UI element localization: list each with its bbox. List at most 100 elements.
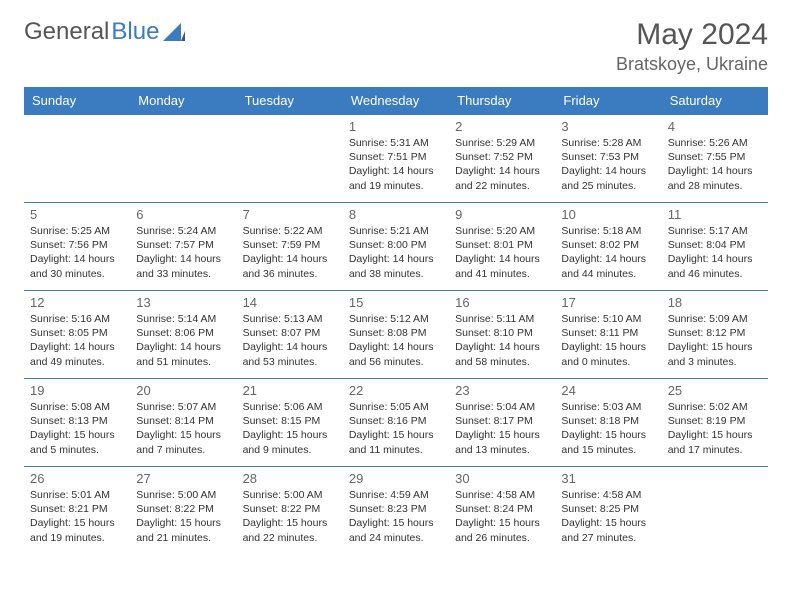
day-number: 31	[561, 471, 655, 486]
day-number: 15	[349, 295, 443, 310]
day-number: 27	[136, 471, 230, 486]
logo-text-1: General	[24, 18, 109, 46]
calendar-day-cell: 27 Sunrise: 5:00 AMSunset: 8:22 PMDayligh…	[130, 467, 236, 555]
day-number: 20	[136, 383, 230, 398]
calendar-day-cell: 25 Sunrise: 5:02 AMSunset: 8:19 PMDayligh…	[662, 379, 768, 467]
day-number: 14	[243, 295, 337, 310]
day-details: Sunrise: 4:58 AMSunset: 8:24 PMDaylight:…	[455, 488, 549, 545]
day-details: Sunrise: 5:07 AMSunset: 8:14 PMDaylight:…	[136, 400, 230, 457]
day-number: 13	[136, 295, 230, 310]
calendar-week-row: 19 Sunrise: 5:08 AMSunset: 8:13 PMDayligh…	[24, 379, 768, 467]
calendar-week-row: 1 Sunrise: 5:31 AMSunset: 7:51 PMDaylight…	[24, 115, 768, 203]
calendar-day-cell: 1 Sunrise: 5:31 AMSunset: 7:51 PMDaylight…	[343, 115, 449, 203]
calendar-day-cell: 16 Sunrise: 5:11 AMSunset: 8:10 PMDayligh…	[449, 291, 555, 379]
day-details: Sunrise: 4:58 AMSunset: 8:25 PMDaylight:…	[561, 488, 655, 545]
calendar-week-row: 12 Sunrise: 5:16 AMSunset: 8:05 PMDayligh…	[24, 291, 768, 379]
title-block: May 2024 Bratskoye, Ukraine	[616, 18, 768, 75]
calendar-week-row: 5 Sunrise: 5:25 AMSunset: 7:56 PMDaylight…	[24, 203, 768, 291]
day-number: 12	[30, 295, 124, 310]
location: Bratskoye, Ukraine	[616, 54, 768, 75]
day-details: Sunrise: 5:10 AMSunset: 8:11 PMDaylight:…	[561, 312, 655, 369]
calendar-day-cell: 28 Sunrise: 5:00 AMSunset: 8:22 PMDayligh…	[237, 467, 343, 555]
day-number: 2	[455, 119, 549, 134]
calendar-day-cell: 11 Sunrise: 5:17 AMSunset: 8:04 PMDayligh…	[662, 203, 768, 291]
day-details: Sunrise: 4:59 AMSunset: 8:23 PMDaylight:…	[349, 488, 443, 545]
calendar-day-cell: 20 Sunrise: 5:07 AMSunset: 8:14 PMDayligh…	[130, 379, 236, 467]
day-number: 24	[561, 383, 655, 398]
calendar-day-cell: 13 Sunrise: 5:14 AMSunset: 8:06 PMDayligh…	[130, 291, 236, 379]
calendar-day-cell: 23 Sunrise: 5:04 AMSunset: 8:17 PMDayligh…	[449, 379, 555, 467]
day-details: Sunrise: 5:21 AMSunset: 8:00 PMDaylight:…	[349, 224, 443, 281]
day-details: Sunrise: 5:06 AMSunset: 8:15 PMDaylight:…	[243, 400, 337, 457]
calendar-day-cell: 19 Sunrise: 5:08 AMSunset: 8:13 PMDayligh…	[24, 379, 130, 467]
day-number: 28	[243, 471, 337, 486]
calendar-day-cell: 14Sunrise: 5:13 AMSunset: 8:07 PMDayligh…	[237, 291, 343, 379]
calendar-day-cell: 30 Sunrise: 4:58 AMSunset: 8:24 PMDayligh…	[449, 467, 555, 555]
calendar-day-cell: 4 Sunrise: 5:26 AMSunset: 7:55 PMDaylight…	[662, 115, 768, 203]
day-number: 23	[455, 383, 549, 398]
day-number: 22	[349, 383, 443, 398]
day-of-week-header: Saturday	[662, 87, 768, 115]
day-number: 21	[243, 383, 337, 398]
calendar-day-cell: 17 Sunrise: 5:10 AMSunset: 8:11 PMDayligh…	[555, 291, 661, 379]
calendar-day-cell: 31 Sunrise: 4:58 AMSunset: 8:25 PMDayligh…	[555, 467, 661, 555]
day-details: Sunrise: 5:17 AMSunset: 8:04 PMDaylight:…	[668, 224, 762, 281]
calendar-day-cell: 7 Sunrise: 5:22 AMSunset: 7:59 PMDaylight…	[237, 203, 343, 291]
day-number: 19	[30, 383, 124, 398]
calendar-day-cell: 8Sunrise: 5:21 AMSunset: 8:00 PMDaylight…	[343, 203, 449, 291]
day-details: Sunrise: 5:14 AMSunset: 8:06 PMDaylight:…	[136, 312, 230, 369]
calendar-day-cell	[24, 115, 130, 203]
day-details: Sunrise: 5:02 AMSunset: 8:19 PMDaylight:…	[668, 400, 762, 457]
page-header: GeneralBlue May 2024 Bratskoye, Ukraine	[24, 18, 768, 75]
day-details: Sunrise: 5:28 AMSunset: 7:53 PMDaylight:…	[561, 136, 655, 193]
calendar-day-cell: 2Sunrise: 5:29 AMSunset: 7:52 PMDaylight…	[449, 115, 555, 203]
logo-sail-icon	[163, 23, 185, 41]
day-number: 5	[30, 207, 124, 222]
day-details: Sunrise: 5:31 AMSunset: 7:51 PMDaylight:…	[349, 136, 443, 193]
day-number: 1	[349, 119, 443, 134]
day-number: 18	[668, 295, 762, 310]
day-number: 4	[668, 119, 762, 134]
day-details: Sunrise: 5:26 AMSunset: 7:55 PMDaylight:…	[668, 136, 762, 193]
calendar-day-cell: 21 Sunrise: 5:06 AMSunset: 8:15 PMDayligh…	[237, 379, 343, 467]
day-details: Sunrise: 5:16 AMSunset: 8:05 PMDaylight:…	[30, 312, 124, 369]
day-number: 16	[455, 295, 549, 310]
day-details: Sunrise: 5:08 AMSunset: 8:13 PMDaylight:…	[30, 400, 124, 457]
logo: GeneralBlue	[24, 18, 185, 46]
calendar-table: SundayMondayTuesdayWednesdayThursdayFrid…	[24, 87, 768, 555]
day-details: Sunrise: 5:05 AMSunset: 8:16 PMDaylight:…	[349, 400, 443, 457]
day-number: 9	[455, 207, 549, 222]
calendar-day-cell: 5 Sunrise: 5:25 AMSunset: 7:56 PMDaylight…	[24, 203, 130, 291]
month-title: May 2024	[616, 18, 768, 52]
calendar-day-cell: 6Sunrise: 5:24 AMSunset: 7:57 PMDaylight…	[130, 203, 236, 291]
day-of-week-header: Monday	[130, 87, 236, 115]
calendar-day-cell	[237, 115, 343, 203]
day-details: Sunrise: 5:01 AMSunset: 8:21 PMDaylight:…	[30, 488, 124, 545]
day-details: Sunrise: 5:00 AMSunset: 8:22 PMDaylight:…	[243, 488, 337, 545]
calendar-week-row: 26Sunrise: 5:01 AMSunset: 8:21 PMDayligh…	[24, 467, 768, 555]
day-number: 25	[668, 383, 762, 398]
day-details: Sunrise: 5:03 AMSunset: 8:18 PMDaylight:…	[561, 400, 655, 457]
day-number: 17	[561, 295, 655, 310]
day-of-week-row: SundayMondayTuesdayWednesdayThursdayFrid…	[24, 87, 768, 115]
day-of-week-header: Tuesday	[237, 87, 343, 115]
day-of-week-header: Friday	[555, 87, 661, 115]
day-number: 6	[136, 207, 230, 222]
day-of-week-header: Wednesday	[343, 87, 449, 115]
calendar-day-cell: 3Sunrise: 5:28 AMSunset: 7:53 PMDaylight…	[555, 115, 661, 203]
calendar-day-cell: 26Sunrise: 5:01 AMSunset: 8:21 PMDayligh…	[24, 467, 130, 555]
day-number: 30	[455, 471, 549, 486]
day-details: Sunrise: 5:20 AMSunset: 8:01 PMDaylight:…	[455, 224, 549, 281]
day-details: Sunrise: 5:04 AMSunset: 8:17 PMDaylight:…	[455, 400, 549, 457]
day-of-week-header: Thursday	[449, 87, 555, 115]
calendar-day-cell: 29Sunrise: 4:59 AMSunset: 8:23 PMDayligh…	[343, 467, 449, 555]
day-details: Sunrise: 5:11 AMSunset: 8:10 PMDaylight:…	[455, 312, 549, 369]
day-details: Sunrise: 5:25 AMSunset: 7:56 PMDaylight:…	[30, 224, 124, 281]
calendar-day-cell	[130, 115, 236, 203]
day-number: 7	[243, 207, 337, 222]
day-number: 10	[561, 207, 655, 222]
day-number: 11	[668, 207, 762, 222]
calendar-day-cell	[662, 467, 768, 555]
day-details: Sunrise: 5:00 AMSunset: 8:22 PMDaylight:…	[136, 488, 230, 545]
day-details: Sunrise: 5:22 AMSunset: 7:59 PMDaylight:…	[243, 224, 337, 281]
